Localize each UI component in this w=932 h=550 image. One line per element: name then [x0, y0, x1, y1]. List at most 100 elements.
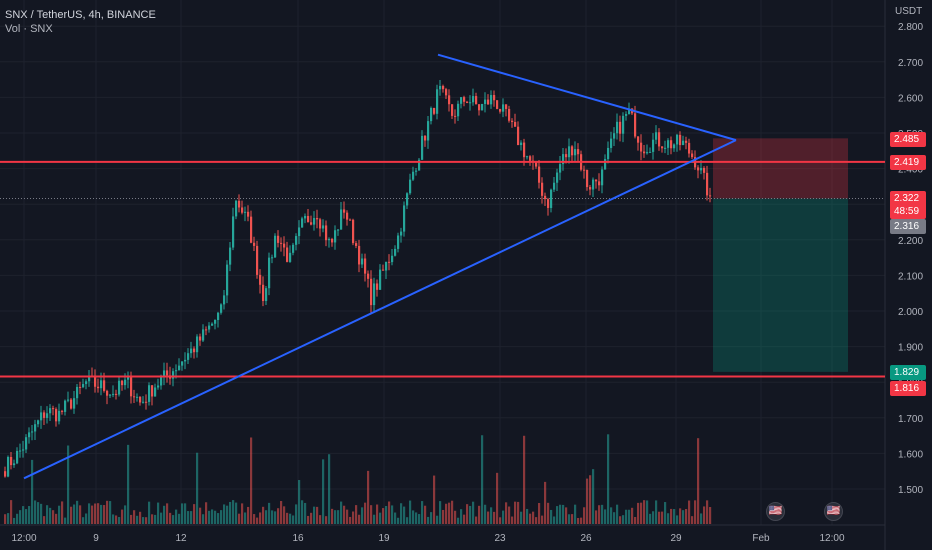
candle[interactable] [307, 215, 310, 223]
candle[interactable] [526, 156, 529, 158]
candle[interactable] [616, 121, 619, 134]
candle[interactable] [640, 142, 643, 152]
candle[interactable] [352, 219, 355, 244]
candle[interactable] [556, 172, 559, 183]
candle[interactable] [460, 97, 463, 104]
candle[interactable] [37, 420, 40, 425]
candle[interactable] [391, 255, 394, 263]
candle[interactable] [241, 207, 244, 213]
candle[interactable] [487, 99, 490, 105]
candle[interactable] [52, 408, 55, 410]
candle[interactable] [337, 229, 340, 231]
candle[interactable] [679, 134, 682, 146]
candle[interactable] [196, 336, 199, 353]
candle[interactable] [451, 104, 454, 116]
candle[interactable] [139, 396, 142, 403]
position-zones[interactable] [0, 138, 885, 372]
candle[interactable] [130, 377, 133, 397]
candle[interactable] [202, 329, 205, 341]
candle[interactable] [349, 219, 352, 221]
candle[interactable] [82, 384, 85, 388]
candle[interactable] [271, 257, 274, 259]
x-tick-label[interactable]: 12:00 [11, 533, 36, 544]
candle[interactable] [25, 437, 28, 450]
candles[interactable] [4, 79, 712, 478]
candle[interactable] [400, 231, 403, 236]
x-tick-label[interactable]: Feb [752, 533, 770, 544]
candle[interactable] [538, 166, 541, 183]
candle[interactable] [661, 146, 664, 149]
candle[interactable] [691, 153, 694, 158]
candle[interactable] [649, 151, 652, 153]
x-tick-label[interactable]: 26 [580, 533, 592, 544]
candle[interactable] [457, 103, 460, 117]
candle[interactable] [643, 151, 646, 154]
candle[interactable] [64, 400, 67, 412]
candle[interactable] [430, 108, 433, 122]
candle[interactable] [28, 432, 31, 438]
candle[interactable] [361, 258, 364, 265]
candle[interactable] [415, 170, 418, 172]
candle[interactable] [163, 370, 166, 378]
candle[interactable] [394, 248, 397, 256]
candle[interactable] [604, 159, 607, 170]
candle[interactable] [676, 134, 679, 145]
candle[interactable] [655, 132, 658, 140]
candle[interactable] [7, 456, 10, 477]
x-tick-label[interactable]: 12 [175, 533, 187, 544]
candle[interactable] [517, 126, 520, 145]
candle[interactable] [670, 140, 673, 149]
candle[interactable] [478, 104, 481, 111]
candle[interactable] [94, 376, 97, 387]
candle[interactable] [421, 135, 424, 160]
candle[interactable] [658, 132, 661, 147]
us-flag-icon[interactable]: 🇺🇸 [824, 502, 843, 521]
candle[interactable] [49, 408, 52, 414]
x-tick-label[interactable]: 9 [93, 533, 99, 544]
candle[interactable] [622, 115, 625, 134]
candle[interactable] [577, 149, 580, 155]
candle[interactable] [700, 167, 703, 171]
candle[interactable] [367, 273, 370, 279]
candle[interactable] [370, 278, 373, 306]
candle[interactable] [499, 108, 502, 112]
candle[interactable] [553, 182, 556, 190]
candle[interactable] [469, 102, 472, 104]
candle[interactable] [283, 243, 286, 248]
candle[interactable] [247, 211, 250, 217]
candle[interactable] [205, 329, 208, 331]
candle[interactable] [685, 140, 688, 143]
candle[interactable] [199, 336, 202, 341]
candle[interactable] [514, 121, 517, 127]
candle[interactable] [31, 431, 34, 433]
candle[interactable] [118, 380, 121, 395]
candle[interactable] [103, 380, 106, 391]
candle[interactable] [172, 371, 175, 379]
candle[interactable] [148, 385, 151, 402]
candle[interactable] [34, 424, 37, 432]
candle[interactable] [145, 401, 148, 403]
candle[interactable] [226, 264, 229, 296]
candle[interactable] [376, 283, 379, 290]
candle[interactable] [646, 152, 649, 154]
candle[interactable] [286, 247, 289, 262]
candle[interactable] [232, 216, 235, 248]
candle[interactable] [544, 195, 547, 200]
candle[interactable] [490, 95, 493, 105]
candle[interactable] [61, 410, 64, 412]
candle[interactable] [652, 139, 655, 152]
candle[interactable] [379, 269, 382, 290]
candle[interactable] [439, 85, 442, 90]
x-tick-label[interactable]: 23 [494, 533, 506, 544]
candle[interactable] [85, 381, 88, 385]
candle[interactable] [316, 218, 319, 220]
candle[interactable] [346, 212, 349, 220]
candle[interactable] [496, 100, 499, 109]
candle[interactable] [454, 115, 457, 117]
candle[interactable] [208, 325, 211, 330]
candle[interactable] [709, 195, 712, 197]
candle[interactable] [463, 97, 466, 102]
candle[interactable] [289, 252, 292, 262]
candle[interactable] [637, 136, 640, 143]
candle[interactable] [250, 216, 253, 243]
